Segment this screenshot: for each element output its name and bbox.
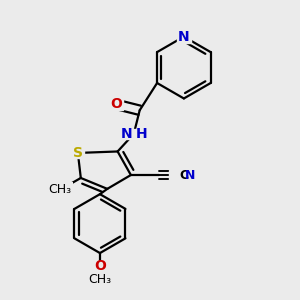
Bar bbox=[110, 99, 123, 110]
Text: H: H bbox=[135, 127, 147, 141]
Bar bbox=[71, 148, 84, 158]
Bar bbox=[122, 128, 146, 139]
Text: N: N bbox=[121, 127, 132, 141]
Text: CH₃: CH₃ bbox=[88, 273, 112, 286]
Text: O: O bbox=[110, 98, 122, 111]
Bar bbox=[169, 170, 187, 180]
Text: O: O bbox=[94, 259, 106, 273]
Text: N: N bbox=[185, 169, 196, 182]
Text: CH₃: CH₃ bbox=[49, 183, 72, 196]
Bar bbox=[94, 261, 106, 272]
Text: C: C bbox=[179, 169, 189, 182]
Text: S: S bbox=[73, 146, 83, 160]
Bar bbox=[176, 31, 191, 43]
Text: N: N bbox=[178, 30, 190, 44]
